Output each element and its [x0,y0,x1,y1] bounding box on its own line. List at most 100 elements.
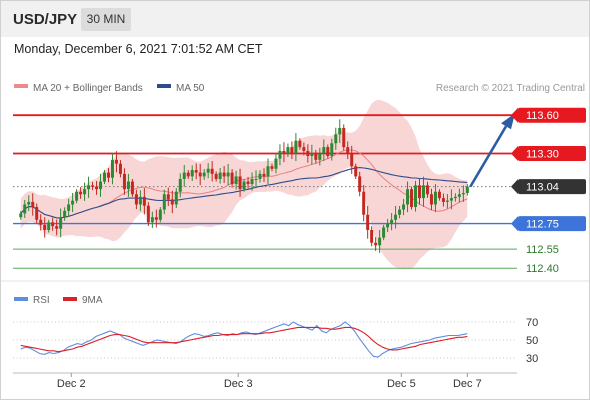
candle-body [302,147,306,151]
candle-body [250,178,254,185]
rsi-tick-30: 30 [526,353,538,365]
candle-body [398,209,402,215]
x-tick-label: Dec 5 [387,378,416,390]
ma20-legend-label: MA 20 + Bollinger Bands [33,83,143,94]
candles [19,119,469,253]
candle-body [330,143,334,157]
candle-body [114,159,118,164]
candle-body [182,172,186,179]
datetime-label: Monday, December 6, 2021 7:01:52 AM CET [14,42,263,56]
level-112-75-tag [518,216,586,232]
candle-body [421,185,425,199]
x-tick-label: Dec 2 [57,378,86,390]
candle-body [298,140,302,148]
level-113-30-tag-pointer [511,145,518,161]
candle-body [122,173,126,190]
candle-body [414,185,418,208]
candle-body [35,207,39,220]
candle-body [162,194,166,210]
candle-body [63,210,67,218]
candle-body [158,209,162,220]
rsi-legend-label: RSI [33,295,50,306]
candle-body [433,191,437,205]
candle-body [170,199,174,205]
symbol-title: USD/JPY [13,11,78,28]
header-bar: USD/JPY 30 MIN [1,1,589,37]
candle-body [410,189,414,208]
level-labels: 113.60 113.30 113.04 112.75 112.55 112.40 [511,107,586,275]
candle-body [154,217,158,220]
candle-body [51,222,55,227]
rsi-tick-50: 50 [526,335,538,347]
candle-body [23,204,27,214]
candle-body [19,213,23,218]
candle-body [418,185,422,199]
candle-body [31,201,35,208]
candle-body [206,168,210,173]
candle-body [425,185,429,195]
candle-body [118,163,122,174]
candle-body [166,194,170,200]
candle-body [445,200,449,202]
candle-body [274,158,278,169]
candle-body [266,166,270,177]
candle-body [222,172,226,177]
candle-body [326,147,330,157]
candle-body [71,200,75,205]
candle-body [67,204,71,211]
candle-body [79,191,83,195]
candle-body [234,176,238,185]
candle-body [386,223,390,228]
ma20-legend-swatch [14,84,28,88]
candle-body [43,224,47,230]
rsi-tick-70: 70 [526,317,538,329]
candle-body [310,153,314,157]
candle-body [194,170,198,173]
x-tick-label: Dec 3 [224,378,253,390]
rsi-legend-swatch [14,297,28,301]
candle-body [358,176,362,192]
candle-body [290,147,294,154]
candle-body [178,178,182,192]
candle-body [214,173,218,179]
level-113-60-tag-pointer [511,107,518,123]
candle-body [262,173,266,177]
candle-body [99,181,103,190]
candle-body [210,168,214,174]
rsi-ma-legend-label: 9MA [82,295,103,306]
candle-body [198,172,202,177]
forecast-arrow-group [469,113,515,188]
candle-body [402,204,406,210]
candle-body [306,150,310,157]
candle-body [465,186,469,193]
candle-body [338,127,342,135]
candle-body [146,205,150,223]
candle-body [453,196,457,199]
candle-body [27,201,31,205]
candle-body [370,229,374,243]
candle-body [354,166,358,177]
forecast-arrowhead [501,113,515,130]
ma50-legend-label: MA 50 [176,83,205,94]
level-113-04-label: 113.04 [526,182,559,194]
candle-body [103,172,107,182]
candle-body [238,176,242,190]
interval-badge[interactable]: 30 MIN [81,8,131,31]
candle-body [270,166,274,169]
candle-body [441,198,445,202]
rsi-panel: 70 50 30 [13,317,538,365]
candle-body [457,194,461,197]
candle-body [95,186,99,190]
candle-body [59,217,63,229]
candle-body [190,170,194,177]
candle-body [382,227,386,238]
level-113-04-tag-pointer [511,179,518,195]
level-112-40-label: 112.40 [526,263,559,275]
level-113-04-tag [518,179,586,195]
candle-body [374,242,378,246]
candle-body [246,181,250,185]
candle-body [318,153,322,160]
candle-body [134,194,138,205]
candle-body [322,147,326,154]
